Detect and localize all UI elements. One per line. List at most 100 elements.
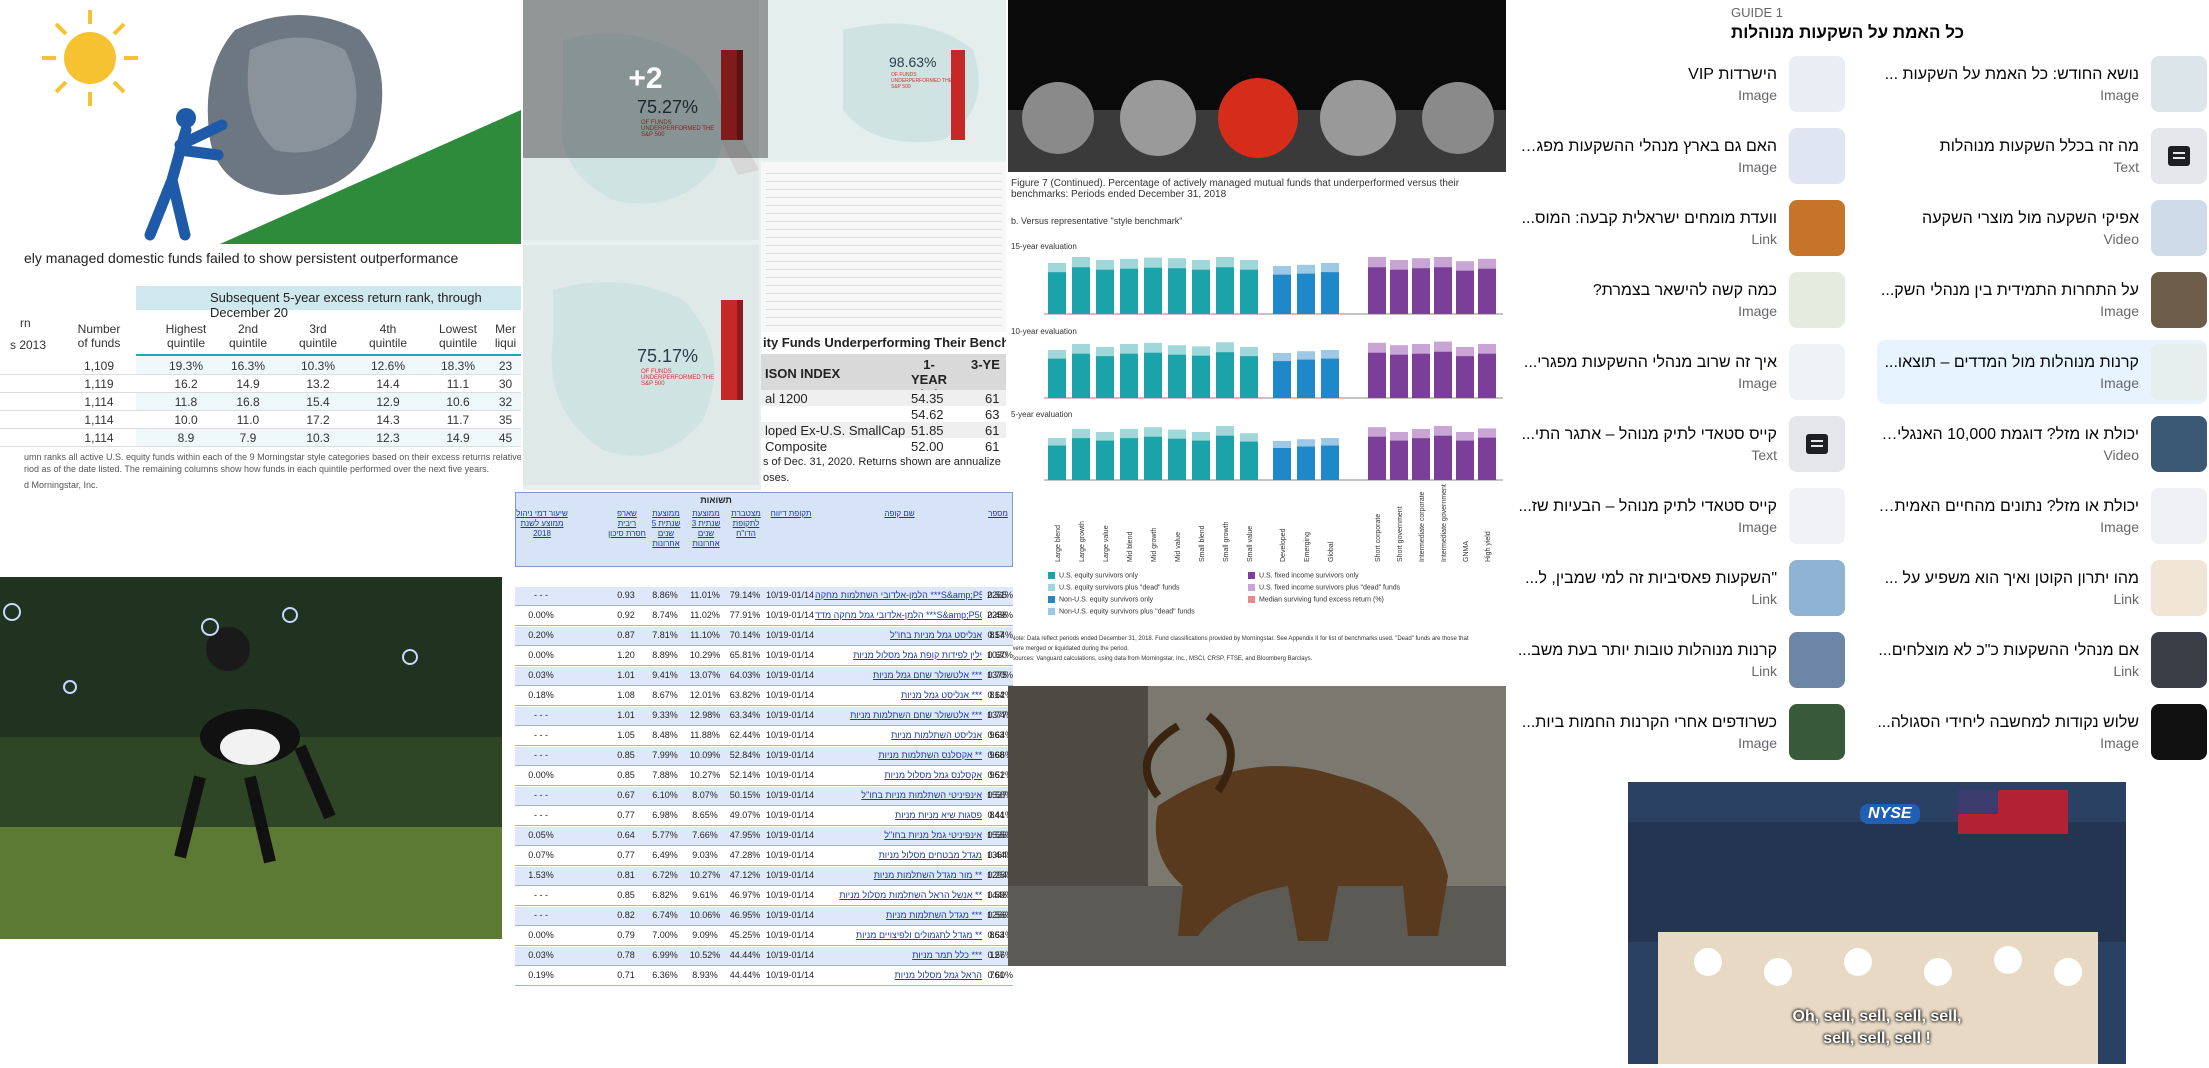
table-row: 54.62 63 <box>761 406 1006 422</box>
table-row: al 1200 54.35 61 <box>761 390 1006 406</box>
guide-item-thumbnail <box>2151 56 2207 112</box>
table-cell: 10/19-01/14 <box>765 690 815 700</box>
legend-item: Non-U.S. equity survivors only <box>1048 596 1153 603</box>
guide-item[interactable]: קייס סטאדי לתיק מנוהל – אתגר התי... Text <box>1515 412 1845 476</box>
guide-item[interactable]: אפיקי השקעה מול מוצרי השקעה Video <box>1877 196 2207 260</box>
table-cell: 0.66% <box>987 750 1013 760</box>
table-cell: 10/19-01/14 <box>765 950 815 960</box>
table-row: 961 אקסלנס גמל מסלול מניות 10/19-01/14 52.1… <box>515 767 1013 786</box>
table-cell: 10/19-01/14 <box>765 650 815 660</box>
guide-item-thumbnail <box>1789 56 1845 112</box>
table-cell: 8.74% <box>652 610 678 620</box>
table-cell[interactable]: ילין לפידות קופת גמל מסלול מניות <box>853 650 982 660</box>
table-cell: 6.36% <box>652 970 678 980</box>
guide-item[interactable]: אם מנהלי ההשקעות כ"כ לא מוצלחים... Link <box>1877 628 2207 692</box>
table-cell: 7.66% <box>692 830 718 840</box>
table-cell[interactable]: הראל גמל מסלול מניות <box>894 970 982 980</box>
table-cell: 8.86% <box>652 590 678 600</box>
vanguard-chart-image[interactable]: Figure 7 (Continued). Percentage of acti… <box>1008 172 1506 684</box>
category-label: Large blend <box>1055 525 1062 562</box>
table-cell: 63.34% <box>729 710 761 720</box>
dog-bubbles-photo[interactable] <box>0 577 502 939</box>
guide-item-thumbnail <box>2151 272 2207 328</box>
legend-label: Median surviving fund excess return (%) <box>1259 596 1384 604</box>
guide-item[interactable]: יכולת או מזל? דוגמת 10,000 האנגליס... Vid… <box>1877 412 2207 476</box>
table-cell: 0.81 <box>617 870 635 880</box>
table-cell: 10/19-01/14 <box>765 970 815 980</box>
table-cell[interactable]: פסגות שיא מניות מניות <box>895 810 982 820</box>
guide-item-type: Link <box>1751 662 1777 679</box>
bar <box>1273 448 1291 480</box>
table-row: 127 כלל תמר מניות *** 10/19-01/14 44.44% 10.… <box>515 947 1013 966</box>
more-photos-overlay[interactable]: +2 <box>523 0 768 158</box>
table-cell[interactable]: מגדל השתלמות מניות *** <box>886 910 982 920</box>
table-cell: 7.81% <box>652 630 678 640</box>
table-cell[interactable]: אקסלנס גמל מסלול מניות <box>884 770 982 780</box>
guide-item[interactable]: וועדת מומחים ישראלית קבעה: המוס... Link <box>1515 196 1845 260</box>
table-cell[interactable]: אינפיניטי גמל מניות בחו"ל <box>884 830 982 840</box>
table-row: 814 אנליסט גמל מניות *** 10/19-01/14 63.82%… <box>515 687 1013 706</box>
table-cell[interactable]: אינפיניטי השתלמות מניות בחו"ל <box>861 790 982 800</box>
table-cell: 0.62% <box>987 690 1013 700</box>
table-cell: 761 <box>989 970 1005 980</box>
bar <box>1297 446 1315 480</box>
guide-item-thumbnail <box>2151 344 2207 400</box>
table-cell[interactable]: אנליסט גמל מניות *** <box>901 690 982 700</box>
table-cell[interactable]: אנליסט השתלמות מניות <box>891 730 982 740</box>
table-cell[interactable]: מגדל מבטחים מסלול מניות <box>878 850 982 860</box>
table-cell[interactable]: מור מגדל השתלמות מניות ** <box>873 870 982 880</box>
column-header: ממוצעת שנתית 5 שנים אחרונות <box>651 509 681 548</box>
table-cell: 0.44% <box>987 850 1013 860</box>
guide-item[interactable]: האם גם בארץ מנהלי ההשקעות מפגר... Image <box>1515 124 1845 188</box>
guide-item[interactable]: יכולת או מזל? נתונים מהחיים האמיתיים Imag… <box>1877 484 2207 548</box>
apples-photo[interactable] <box>1008 0 1506 172</box>
guide-item[interactable]: על התחרות התמידית בין מנהלי השק... Image <box>1877 268 2207 332</box>
table-cell[interactable]: אנשל הראל השתלמות מסלול מניות ** <box>839 890 982 900</box>
table-cell: 0.85 <box>617 890 635 900</box>
guide-item[interactable]: "השקעות פאסיביות זה למי שמבין, ל... Link <box>1515 556 1845 620</box>
table-cell: 10.3 <box>306 431 330 445</box>
guide-item[interactable]: איך זה שרוב מנהלי ההשקעות מפגרי... Image <box>1515 340 1845 404</box>
table-cell: 11.10% <box>690 630 720 640</box>
table-cell[interactable]: מגדל לתגמולים ולפיצויים מניות ** <box>855 930 982 940</box>
boulder-illustration-image[interactable] <box>0 0 521 244</box>
document-icon <box>2168 146 2190 166</box>
south-park-nyse-image[interactable]: NYSE Oh, sell, sell, sell, sell, sell, s… <box>1628 782 2126 1064</box>
guide-item[interactable]: שלוש נקודות למחשבה ליחידי הסגולה... Image <box>1877 700 2207 764</box>
guide-item[interactable]: קייס סטאדי לתיק מנוהל – הבעיות שז... Imag… <box>1515 484 1845 548</box>
table-cell: - - - <box>534 810 548 820</box>
table-row: 844 פסגות שיא מניות מניות 10/19-01/14 49.07… <box>515 807 1013 826</box>
bar <box>1072 267 1090 314</box>
guide-item-title: וועדת מומחים ישראלית קבעה: המוס... <box>1521 209 1777 227</box>
guide-item[interactable]: הישרדות VIP Image <box>1515 52 1845 116</box>
persistence-table-image[interactable]: ely managed domestic funds failed to sho… <box>0 244 521 500</box>
table-cell: 7.00% <box>652 930 678 940</box>
bar <box>1321 358 1339 398</box>
guide-item-title: מה זה בכלל השקעות מנוהלות <box>1939 137 2139 155</box>
table-cell[interactable]: אלטשולר שחם השתלמות מניות *** <box>850 710 982 720</box>
guide-item[interactable]: כמה קשה להישאר בצמרת? Image <box>1515 268 1845 332</box>
spiva-maps-image[interactable]: 75.27% OF FUNDS UNDERPERFORMED THE S&P 5… <box>523 0 1006 490</box>
guide-item[interactable]: מהו יתרון הקוטן ואיך הוא משפיע על ... Lin… <box>1877 556 2207 620</box>
guide-item[interactable]: קרנות מנוהלות מול המדדים – תוצאו... Image <box>1877 340 2207 404</box>
guide-item[interactable]: מה זה בכלל השקעות מנוהלות Text <box>1877 124 2207 188</box>
guide-item[interactable]: כשרודפים אחרי הקרנות החמות ביות... Image <box>1515 700 1845 764</box>
guide-item[interactable]: קרנות מנוהלות טובות יותר בעת משב... Link <box>1515 628 1845 692</box>
table-cell: 0.67 <box>617 790 635 800</box>
israeli-funds-table-image[interactable]: תשואות מספר שם קופה תקופת דיווח מצטברת לתקופ… <box>515 492 1013 995</box>
bar <box>1048 272 1066 314</box>
table-cell[interactable]: אלטשולר שחם גמל מניות *** <box>873 670 982 680</box>
map-label-1: OF FUNDS UNDERPERFORMED THE S&P 500 <box>641 120 715 138</box>
table-cell[interactable]: אקסלנס השתלמות מניות ** <box>878 750 982 760</box>
guide-item[interactable]: נושא החודש: כל האמת על השקעות ... Image <box>1877 52 2207 116</box>
persistence-footnote-3: d Morningstar, Inc. <box>24 480 99 490</box>
guide-item-type: Image <box>1738 86 1777 103</box>
table-cell[interactable]: אנליסט גמל מניות בחו"ל <box>889 630 982 640</box>
table-cell: 0.20% <box>528 630 554 640</box>
wall-street-bull-photo[interactable] <box>1008 686 1506 966</box>
table-cell: 10.29% <box>689 650 721 660</box>
bar <box>1144 352 1162 398</box>
table-cell[interactable]: כלל תמר מניות *** <box>912 950 982 960</box>
